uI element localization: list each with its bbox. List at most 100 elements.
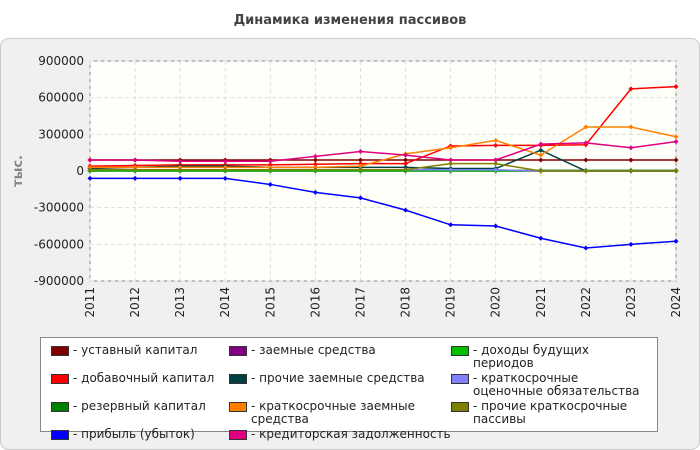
point [312, 153, 318, 159]
point [403, 167, 409, 173]
point [538, 147, 544, 153]
y-tick-label: 300000 [38, 127, 84, 141]
legend-swatch [51, 430, 69, 440]
legend-label: - заемные средства [251, 343, 376, 357]
point [87, 175, 93, 181]
legend-entry: - доходы будущих периодов [451, 344, 651, 370]
point [628, 157, 634, 163]
legend-entry: - прочие краткосрочные пассивы [451, 400, 651, 426]
legend-swatch [229, 430, 247, 440]
point [628, 86, 634, 92]
legend-entry: - краткосрочные оценочные обязательства [451, 372, 651, 398]
point [132, 157, 138, 163]
legend-swatch [229, 374, 247, 384]
point [493, 157, 499, 163]
point [403, 157, 409, 163]
point [267, 181, 273, 187]
point [357, 163, 363, 169]
point [403, 207, 409, 213]
y-tick-label: 900000 [38, 54, 84, 68]
point [538, 152, 544, 158]
legend-label: - добавочный капитал [73, 371, 215, 385]
legend: - уставный капитал - добавочный капитал - … [40, 337, 658, 441]
point [673, 238, 679, 244]
point [448, 157, 454, 163]
legend-entry: - прочие заемные средства [229, 372, 451, 398]
x-tick-label: 2018 [399, 287, 413, 318]
point [673, 139, 679, 145]
x-tick-label: 2022 [579, 287, 593, 318]
point [448, 161, 454, 167]
y-tick-label: 600000 [38, 91, 84, 105]
point [628, 241, 634, 247]
series-line [90, 162, 676, 172]
point [177, 175, 183, 181]
point [87, 157, 93, 163]
point [177, 167, 183, 173]
point [448, 222, 454, 228]
legend-entry: - добавочный капитал [51, 372, 229, 398]
legend-label: - краткосрочные оценочные обязательства [473, 371, 640, 398]
point [357, 148, 363, 154]
point [312, 167, 318, 173]
point [673, 84, 679, 90]
point [403, 161, 409, 167]
point [357, 167, 363, 173]
legend-swatch [451, 374, 469, 384]
point [312, 157, 318, 163]
legend-swatch [51, 402, 69, 412]
point [357, 157, 363, 163]
x-tick-label: 2013 [173, 287, 187, 318]
legend-swatch [51, 346, 69, 356]
x-tick-label: 2021 [534, 287, 548, 318]
point [222, 175, 228, 181]
x-tick-label: 2017 [353, 287, 367, 318]
point [673, 157, 679, 163]
point [177, 158, 183, 164]
series-line [90, 126, 677, 169]
y-tick-label: -300000 [34, 201, 84, 215]
point [538, 168, 544, 174]
point [583, 245, 589, 251]
x-tick-label: 2016 [308, 287, 322, 318]
point [312, 189, 318, 195]
legend-swatch [451, 346, 469, 356]
point [357, 195, 363, 201]
y-tick-label: -900000 [34, 274, 84, 288]
point [222, 158, 228, 164]
chart-title: Динамика изменения пассивов [234, 13, 467, 28]
x-tick-label: 2019 [444, 287, 458, 318]
point [583, 140, 589, 146]
point [493, 137, 499, 143]
point [673, 168, 679, 174]
x-tick-label: 2015 [263, 287, 277, 318]
x-tick-label: 2011 [83, 287, 97, 318]
legend-label: - прочие краткосрочные пассивы [473, 399, 628, 426]
legend-swatch [229, 346, 247, 356]
legend-label: - краткосрочные заемные средства [251, 399, 415, 426]
y-axis-label: тыс. [11, 155, 26, 187]
legend-entry: - кредиторская задолженность [229, 428, 451, 441]
legend-label: - уставный капитал [73, 343, 198, 357]
point [222, 167, 228, 173]
legend-entry: - резервный капитал [51, 400, 229, 426]
legend-swatch [51, 374, 69, 384]
point [312, 161, 318, 167]
point [448, 145, 454, 151]
point [493, 161, 499, 167]
x-tick-label: 2020 [489, 287, 503, 318]
legend-swatch [229, 402, 247, 412]
legend-label: - доходы будущих периодов [473, 343, 589, 370]
x-tick-label: 2014 [218, 287, 232, 318]
point [493, 167, 499, 173]
point [583, 168, 589, 174]
point [267, 167, 273, 173]
point [583, 157, 589, 163]
point [132, 167, 138, 173]
point [673, 134, 679, 140]
legend-label: - прибыль (убыток) [73, 427, 195, 441]
point [538, 141, 544, 147]
legend-entry: - заемные средства [229, 344, 451, 370]
legend-label: - кредиторская задолженность [251, 427, 451, 441]
